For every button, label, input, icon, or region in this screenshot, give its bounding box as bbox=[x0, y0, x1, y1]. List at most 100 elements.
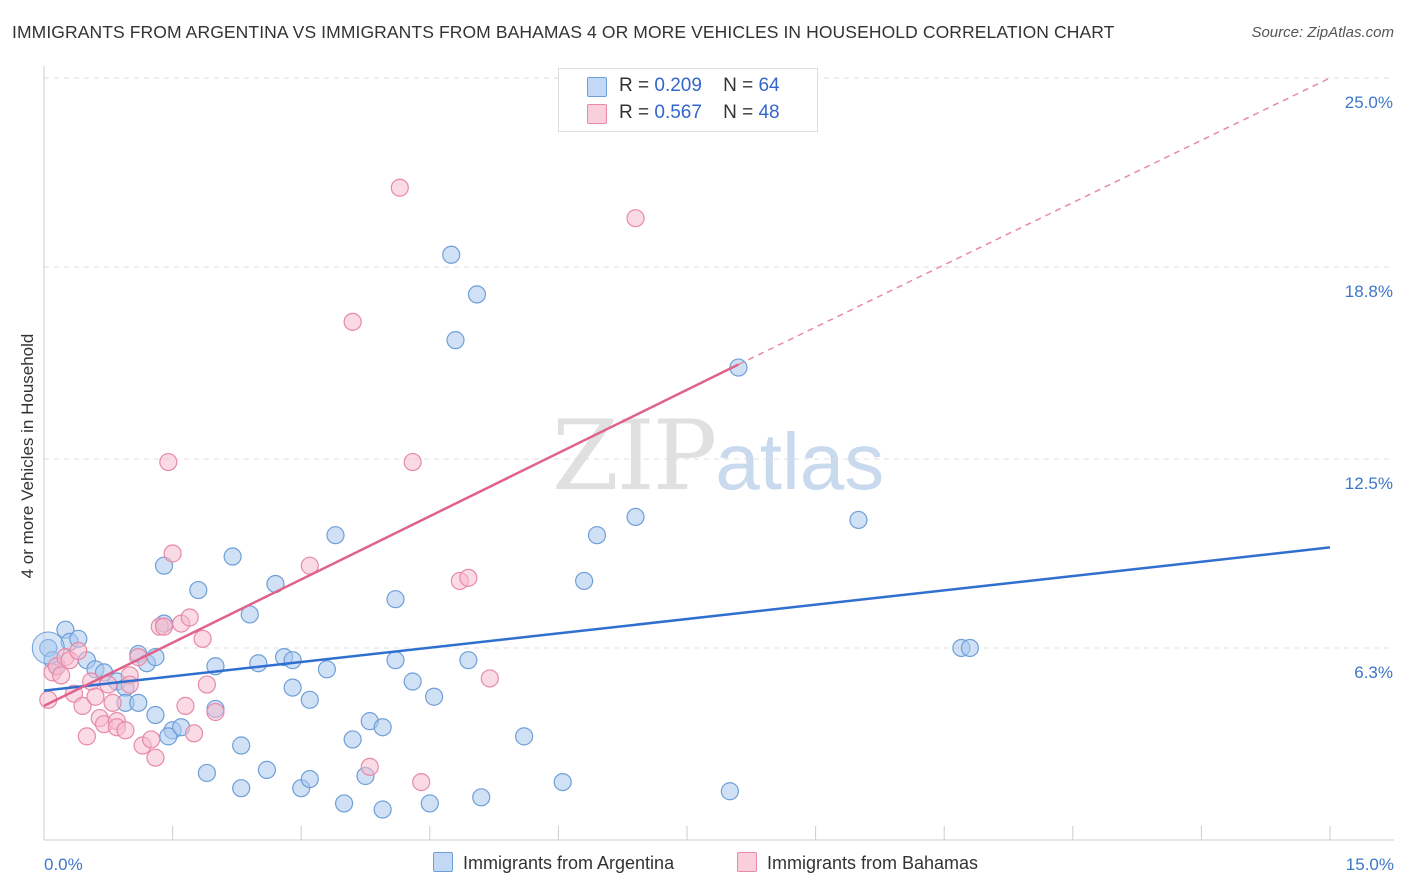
legend-item-bahamas: Immigrants from Bahamas bbox=[737, 852, 978, 874]
argentina-point bbox=[129, 693, 148, 712]
bahamas-point bbox=[69, 641, 88, 661]
argentina-point bbox=[553, 772, 572, 792]
argentina-swatch bbox=[587, 77, 607, 97]
n-value-argentina: 64 bbox=[758, 75, 780, 96]
argentina-legend-label: Immigrants from Argentina bbox=[463, 853, 675, 873]
argentina-point bbox=[189, 580, 208, 600]
argentina-point bbox=[472, 788, 491, 807]
bahamas-trend-line bbox=[43, 363, 739, 708]
argentina-point bbox=[626, 507, 645, 527]
watermark-atlas: atlas bbox=[715, 417, 885, 506]
bahamas-point bbox=[120, 675, 139, 694]
argentina-point bbox=[197, 763, 216, 783]
argentina-point bbox=[300, 769, 319, 789]
argentina-point bbox=[373, 800, 392, 819]
argentina-point bbox=[424, 687, 444, 706]
source-label: Source: ZipAtlas.com bbox=[1251, 24, 1394, 41]
y-tick-label: 25.0% bbox=[1345, 93, 1393, 112]
argentina-point bbox=[420, 794, 439, 813]
argentina-point bbox=[849, 510, 868, 530]
n-label: N = bbox=[723, 75, 754, 96]
bahamas-legend-swatch bbox=[737, 852, 757, 872]
bahamas-point bbox=[77, 727, 96, 746]
bahamas-point bbox=[197, 675, 216, 694]
argentina-point bbox=[575, 571, 594, 591]
argentina-point bbox=[515, 727, 534, 746]
argentina-point bbox=[326, 526, 345, 545]
bahamas-point bbox=[360, 757, 379, 776]
bahamas-point bbox=[180, 608, 199, 627]
argentina-point bbox=[249, 654, 268, 673]
argentina-point bbox=[317, 660, 337, 679]
argentina-point bbox=[720, 782, 739, 801]
argentina-point bbox=[386, 590, 405, 609]
argentina-points bbox=[31, 245, 980, 819]
x-tick-label: 0.0% bbox=[44, 855, 83, 874]
bahamas-point bbox=[52, 666, 71, 685]
argentina-point bbox=[300, 690, 319, 709]
bahamas-point bbox=[390, 178, 409, 197]
argentina-trend-line bbox=[43, 546, 1331, 692]
watermark: ZIPatlas bbox=[552, 400, 884, 512]
bahamas-point bbox=[206, 702, 225, 722]
bahamas-point bbox=[626, 209, 645, 228]
argentina-point bbox=[283, 678, 302, 697]
argentina-point bbox=[442, 245, 461, 264]
bahamas-legend-label: Immigrants from Bahamas bbox=[767, 853, 979, 873]
bahamas-points bbox=[39, 178, 645, 792]
argentina-point bbox=[223, 547, 242, 566]
argentina-point bbox=[146, 705, 165, 725]
argentina-point bbox=[257, 760, 277, 779]
bahamas-point bbox=[193, 629, 212, 648]
bahamas-swatch bbox=[587, 104, 607, 124]
bahamas-point bbox=[412, 772, 431, 792]
bahamas-point bbox=[86, 687, 105, 706]
chart-title: IMMIGRANTS FROM ARGENTINA VS IMMIGRANTS … bbox=[12, 22, 1115, 42]
argentina-point bbox=[159, 727, 178, 746]
bahamas-point bbox=[142, 730, 161, 749]
bahamas-point bbox=[163, 544, 182, 563]
axes bbox=[43, 66, 1394, 841]
argentina-legend-swatch bbox=[433, 852, 453, 872]
argentina-point bbox=[373, 718, 392, 737]
bahamas-point bbox=[159, 452, 178, 472]
argentina-point bbox=[386, 651, 405, 670]
argentina-point bbox=[446, 331, 465, 350]
argentina-point bbox=[403, 672, 422, 691]
argentina-point bbox=[960, 638, 980, 658]
argentina-point bbox=[283, 651, 302, 670]
argentina-point bbox=[467, 285, 487, 304]
r-label: R = bbox=[619, 102, 650, 123]
bahamas-point bbox=[73, 696, 92, 715]
argentina-point bbox=[232, 736, 251, 755]
bahamas-point bbox=[146, 748, 165, 767]
bahamas-point bbox=[403, 452, 422, 472]
legend-item-argentina: Immigrants from Argentina bbox=[433, 852, 674, 874]
bahamas-point bbox=[176, 696, 195, 715]
watermark-zip: ZIP bbox=[552, 400, 717, 512]
y-tick-label: 12.5% bbox=[1345, 474, 1393, 493]
bahamas-point bbox=[459, 568, 478, 587]
correlation-legend: R = 0.209 N = 64 R = 0.567 N = 48 bbox=[558, 68, 818, 132]
trend-lines bbox=[43, 77, 1331, 708]
legend-row-argentina-text: R = 0.209 N = 64 bbox=[619, 75, 780, 97]
legend-row-bahamas-text: R = 0.567 N = 48 bbox=[619, 102, 780, 124]
bahamas-point bbox=[103, 693, 122, 712]
bahamas-point bbox=[480, 669, 499, 688]
argentina-point bbox=[587, 526, 607, 545]
bahamas-trend-extension bbox=[738, 77, 1331, 366]
bahamas-point bbox=[184, 724, 204, 743]
argentina-point bbox=[343, 730, 362, 749]
argentina-point bbox=[459, 651, 478, 670]
n-value-bahamas: 48 bbox=[758, 102, 780, 123]
argentina-point bbox=[334, 794, 354, 813]
r-value-bahamas: 0.567 bbox=[654, 102, 702, 123]
y-tick-label: 6.3% bbox=[1354, 663, 1393, 682]
r-value-argentina: 0.209 bbox=[654, 75, 702, 96]
r-label: R = bbox=[619, 75, 650, 96]
argentina-point bbox=[232, 779, 251, 798]
tick-labels: 6.3% 12.5% 18.8% 25.0% 0.0% 15.0% bbox=[44, 93, 1394, 874]
bahamas-point bbox=[116, 721, 135, 740]
bahamas-point bbox=[343, 312, 362, 331]
